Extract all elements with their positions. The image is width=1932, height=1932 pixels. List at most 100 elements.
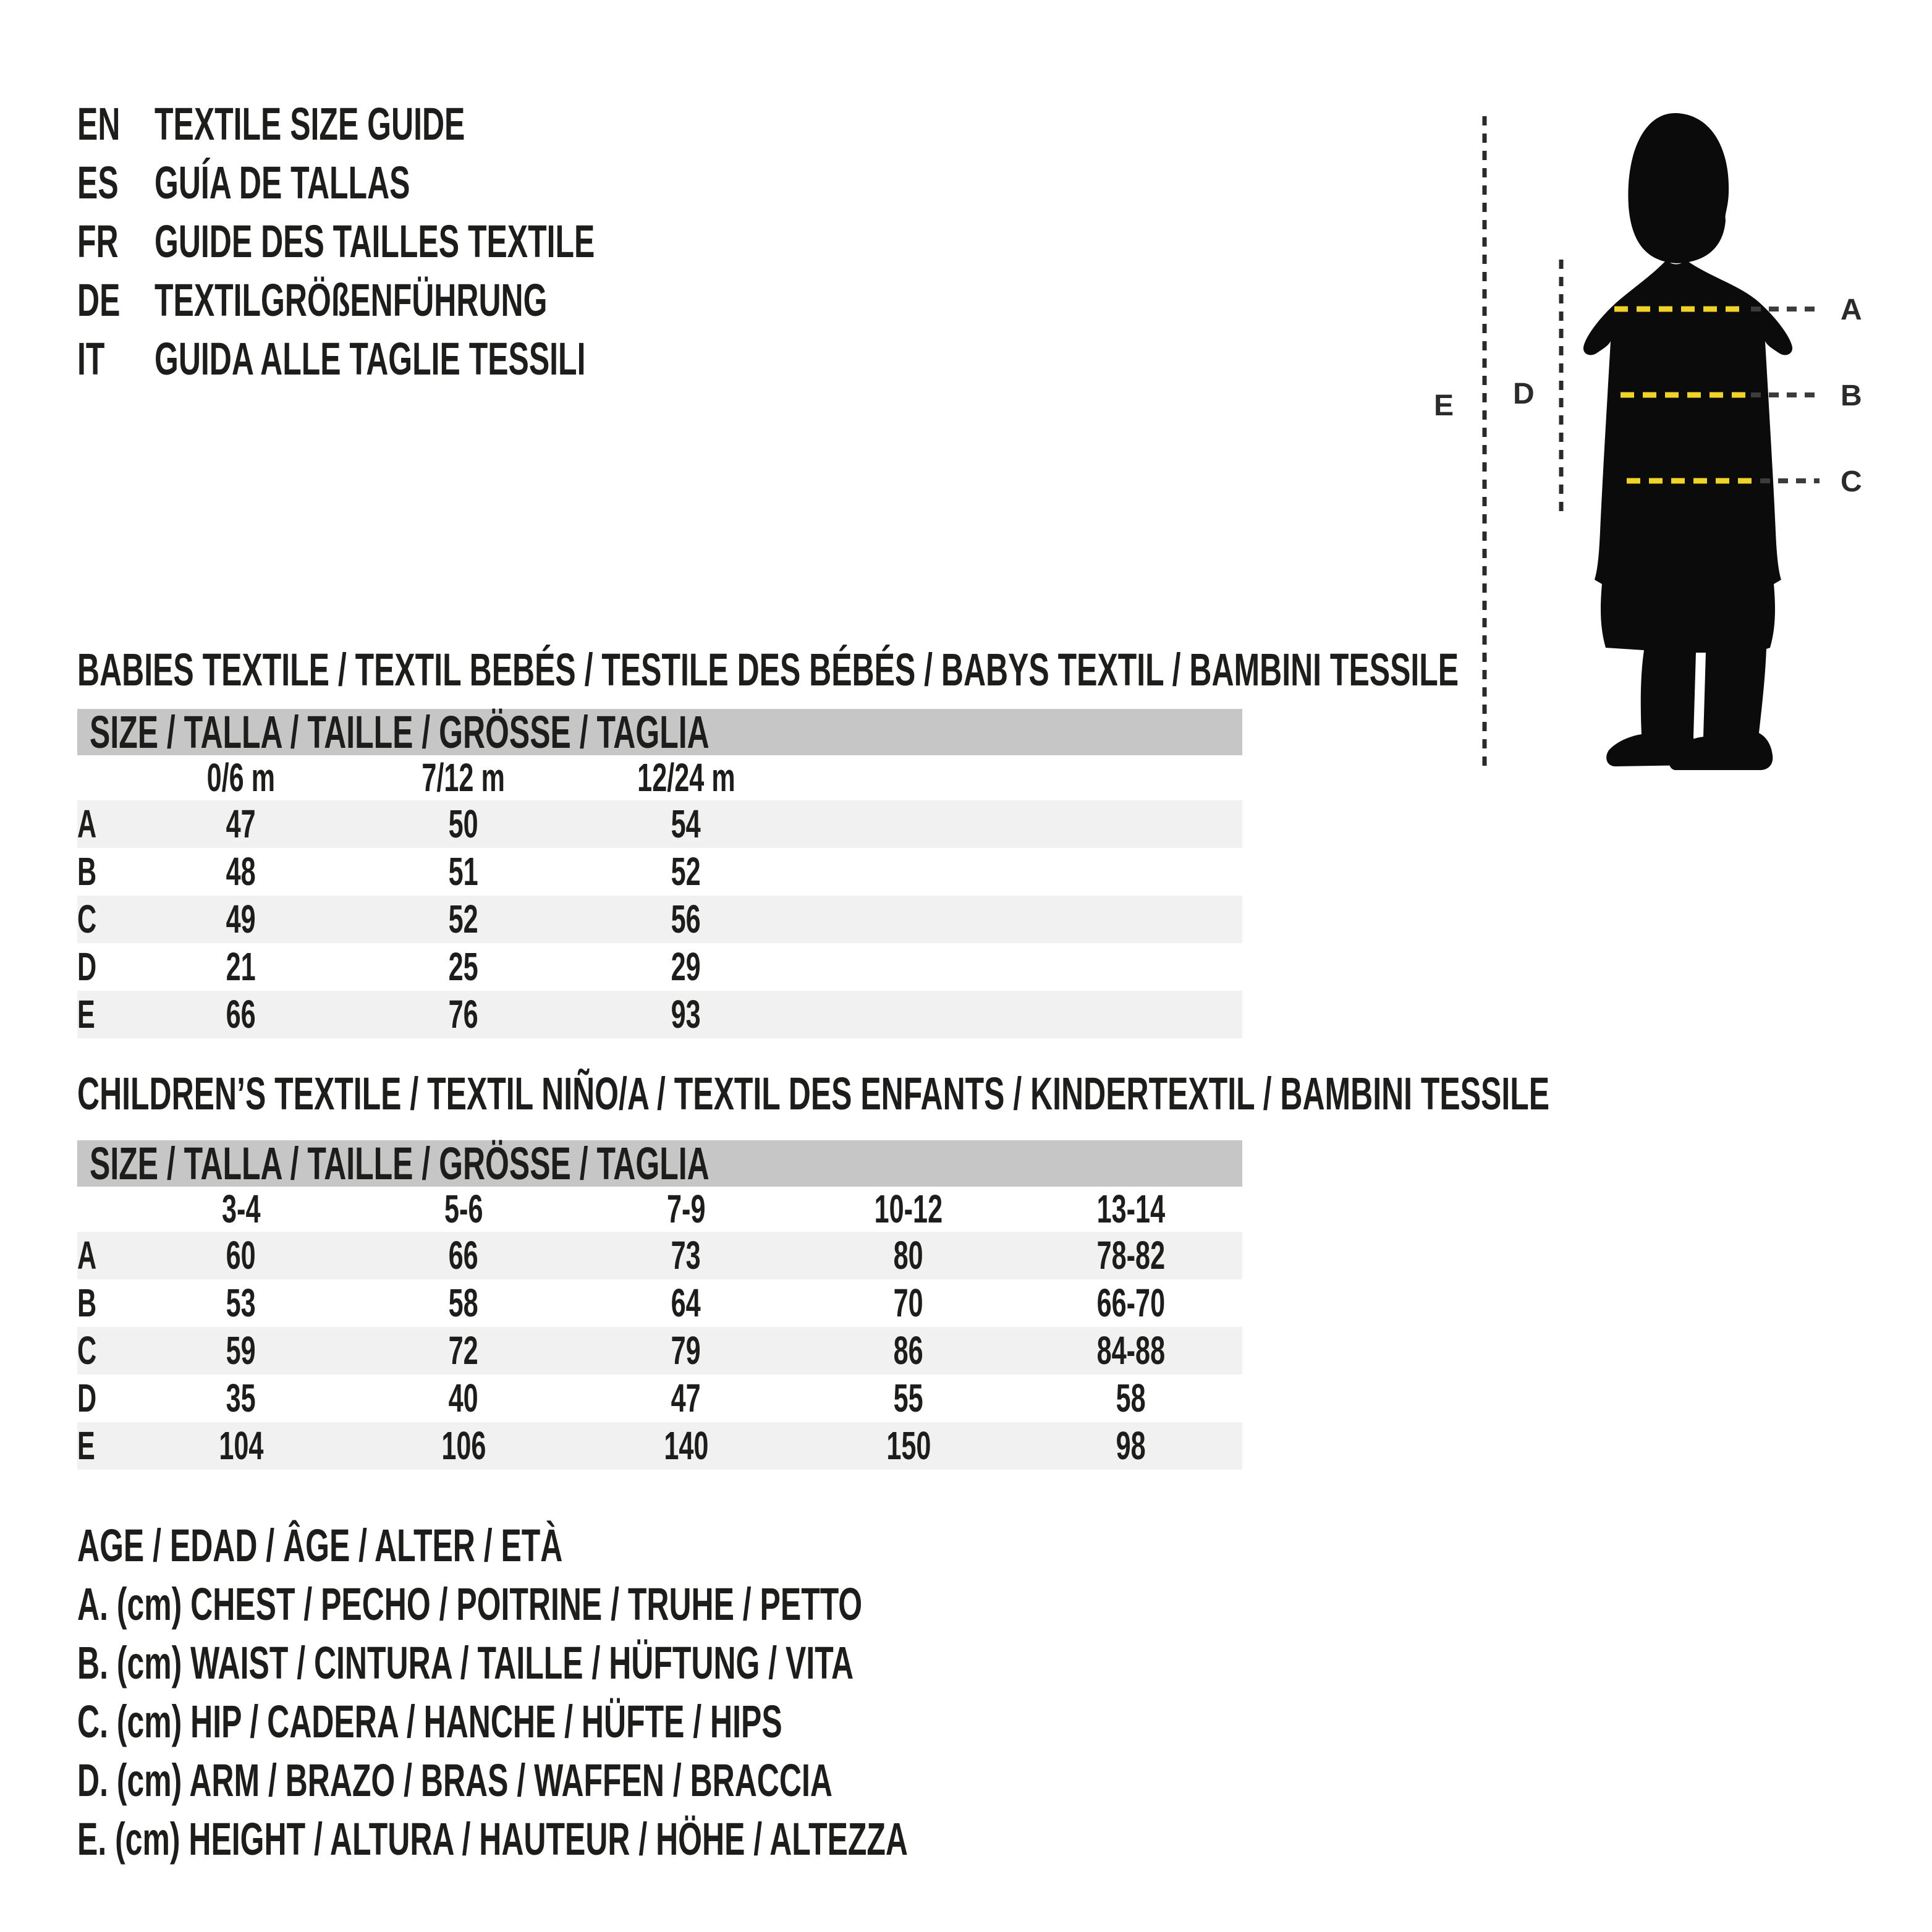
size-cell: 56 [671,897,701,941]
size-cell: 64 [671,1281,701,1325]
table-row-c: C 49 52 56 [77,896,1242,943]
size-cell: 58 [448,1281,479,1325]
legend-line-age: AGE / EDAD / ÂGE / ALTER / ETÀ [77,1520,563,1571]
size-cell: 70 [893,1281,924,1325]
row-label: B [77,849,97,894]
size-cell: 29 [671,944,701,989]
children-column-header-row: 3-4 5-6 7-9 10-12 13-14 [77,1187,1242,1232]
legend-line-chest: A. (cm) CHEST / PECHO / POITRINE / TRUHE… [77,1578,863,1630]
children-section-title: CHILDREN’S TEXTILE / TEXTIL NIÑO/A / TEX… [77,1068,1550,1119]
size-cell: 49 [226,897,256,941]
size-cell: 140 [663,1423,709,1468]
figure-label-c: C [1841,465,1862,498]
size-cell: 35 [226,1376,256,1420]
column-header: 12/24 m [637,755,735,800]
children-size-header-text: SIZE / TALLA / TAILLE / GRÖSSE / TAGLIA [90,1138,710,1189]
size-cell: 73 [671,1233,701,1277]
size-cell: 76 [448,992,479,1036]
language-code: DE [77,274,121,326]
size-cell: 104 [218,1423,264,1468]
column-header-spacer [77,755,130,800]
column-header-spacer [77,1187,130,1232]
measurement-figure: A B C D E [1409,87,1932,803]
babies-size-header-bar: SIZE / TALLA / TAILLE / GRÖSSE / TAGLIA [77,709,1242,755]
size-cell: 40 [448,1376,479,1420]
legend-line-arm: D. (cm) ARM / BRAZO / BRAS / WAFFEN / BR… [77,1755,833,1806]
size-cell: 150 [886,1423,931,1468]
language-title: TEXTILGRÖßENFÜHRUNG [155,274,548,326]
size-cell: 66 [226,992,256,1036]
size-cell: 47 [671,1376,701,1420]
language-row: ES GUÍA DE TALLAS [77,153,1437,212]
table-row-c: C 59 72 79 86 84-88 [77,1327,1242,1375]
size-cell: 86 [893,1328,924,1373]
column-header: 0/6 m [206,755,276,800]
row-label: B [77,1281,97,1325]
row-label: C [77,897,97,941]
child-silhouette [1583,112,1793,770]
language-list: EN TEXTILE SIZE GUIDE ES GUÍA DE TALLAS … [77,95,1437,388]
language-title: GUIDE DES TAILLES TEXTILE [155,216,595,267]
table-row-d: D 21 25 29 [77,943,1242,991]
table-row-e: E 104 106 140 150 98 [77,1422,1242,1470]
column-header: 3-4 [221,1187,261,1231]
legend-line-height: E. (cm) HEIGHT / ALTURA / HAUTEUR / HÖHE… [77,1813,908,1865]
size-cell: 51 [448,849,479,894]
row-label: A [77,1233,97,1277]
size-cell: 48 [226,849,256,894]
babies-size-header-text: SIZE / TALLA / TAILLE / GRÖSSE / TAGLIA [90,706,710,758]
table-row-b: B 53 58 64 70 66-70 [77,1279,1242,1327]
size-cell: 84-88 [1096,1328,1166,1373]
size-cell: 58 [1116,1376,1146,1420]
figure-label-a: A [1841,294,1862,326]
figure-label-e: E [1434,389,1454,422]
children-size-table: 3-4 5-6 7-9 10-12 13-14 A 60 66 73 80 78… [77,1187,1242,1470]
size-cell: 59 [226,1328,256,1373]
table-row-b: B 48 51 52 [77,848,1242,896]
size-cell: 50 [448,802,479,846]
size-cell: 66-70 [1096,1281,1166,1325]
size-cell: 21 [226,944,256,989]
language-code: FR [77,216,119,267]
row-label: D [77,944,97,989]
children-size-header-bar: SIZE / TALLA / TAILLE / GRÖSSE / TAGLIA [77,1140,1242,1187]
language-title: TEXTILE SIZE GUIDE [155,98,465,150]
row-label: C [77,1328,97,1373]
size-cell: 93 [671,992,701,1036]
row-label: E [77,992,95,1036]
size-cell: 80 [893,1233,924,1277]
legend-line-waist: B. (cm) WAIST / CINTURA / TAILLE / HÜFTU… [77,1637,854,1688]
row-label: E [77,1423,95,1468]
table-row-a: A 60 66 73 80 78-82 [77,1232,1242,1279]
table-row-d: D 35 40 47 55 58 [77,1375,1242,1422]
language-row: IT GUIDA ALLE TAGLIE TESSILI [77,329,1437,388]
figure-label-b: B [1841,379,1862,412]
size-cell: 25 [448,944,479,989]
language-title: GUIDA ALLE TAGLIE TESSILI [155,333,586,384]
size-cell: 47 [226,802,256,846]
column-header: 13-14 [1096,1187,1166,1231]
babies-size-table: 0/6 m 7/12 m 12/24 m A 47 50 54 B 48 51 … [77,755,1242,1038]
table-row-a: A 47 50 54 [77,800,1242,848]
language-row: DE TEXTILGRÖßENFÜHRUNG [77,271,1437,329]
size-cell: 98 [1116,1423,1146,1468]
size-cell: 106 [441,1423,486,1468]
column-header: 10-12 [874,1187,943,1231]
measurement-legend: AGE / EDAD / ÂGE / ALTER / ETÀ A. (cm) C… [77,1516,1308,1868]
language-code: IT [77,333,105,384]
row-label: D [77,1376,97,1420]
size-cell: 78-82 [1096,1233,1166,1277]
size-cell: 72 [448,1328,479,1373]
size-cell: 66 [448,1233,479,1277]
size-cell: 53 [226,1281,256,1325]
table-row-e: E 66 76 93 [77,991,1242,1038]
legend-line-hip: C. (cm) HIP / CADERA / HANCHE / HÜFTE / … [77,1696,782,1747]
babies-column-header-row: 0/6 m 7/12 m 12/24 m [77,755,1242,800]
language-code: EN [77,98,121,150]
column-header: 7/12 m [422,755,506,800]
language-code: ES [77,157,119,208]
babies-section-title: BABIES TEXTILE / TEXTIL BEBÉS / TESTILE … [77,644,1459,695]
size-cell: 55 [893,1376,924,1420]
size-cell: 79 [671,1328,701,1373]
